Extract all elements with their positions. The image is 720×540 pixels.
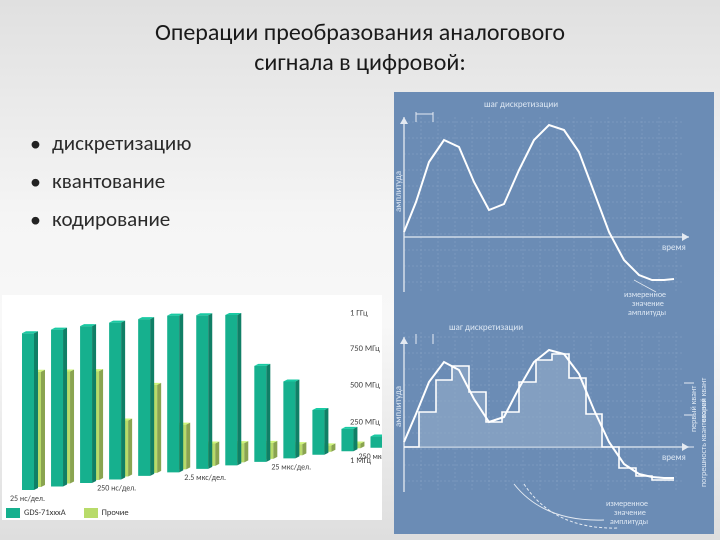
bar-chart-legend: GDS-71xxxA Прочие — [6, 508, 145, 518]
svg-text:амплитуды: амплитуды — [610, 517, 648, 527]
svg-text:1 ГГц: 1 ГГц — [350, 309, 368, 319]
svg-text:погрешность квантования: погрешность квантования — [699, 398, 709, 487]
title-line1: Операции преобразования аналогового — [155, 18, 565, 47]
svg-text:25 мкс/дел.: 25 мкс/дел. — [271, 462, 311, 472]
svg-text:время: время — [662, 452, 686, 463]
svg-text:амплитуда: амплитуда — [394, 386, 404, 427]
legend-other: Прочие — [102, 508, 129, 518]
svg-text:время: время — [662, 242, 686, 253]
bullet-item: кодирование — [30, 206, 191, 232]
svg-text:250 МГц: 250 МГц — [350, 417, 380, 427]
svg-text:750 МГц: 750 МГц — [350, 344, 380, 354]
svg-text:2.5 мкс/дел.: 2.5 мкс/дел. — [184, 473, 226, 483]
bullet-item: дискретизацию — [30, 130, 191, 156]
svg-text:шаг дискретизации: шаг дискретизации — [449, 322, 523, 333]
svg-text:первый квант: первый квант — [689, 385, 699, 432]
svg-text:250 нс/дел.: 250 нс/дел. — [97, 483, 136, 493]
svg-text:25 нс/дел.: 25 нс/дел. — [10, 494, 45, 504]
title-line2: сигнала в цифровой: — [254, 48, 466, 77]
svg-text:амплитуда: амплитуда — [394, 171, 404, 212]
bullet-item: квантование — [30, 168, 191, 194]
signal-diagram: шаг дискретизацииамплитудавремяизмеренно… — [394, 92, 714, 534]
svg-text:амплитуды: амплитуды — [628, 308, 666, 318]
svg-text:250 мкс/дел.: 250 мкс/дел. — [358, 452, 382, 462]
bar-chart-3d: 1 ГГц750 МГц500 МГц250 МГц1 МГц25 нс/дел… — [2, 295, 382, 520]
legend-gds: GDS-71xxxA — [24, 508, 66, 518]
svg-text:500 МГц: 500 МГц — [350, 381, 380, 391]
bullet-list: дискретизацию квантование кодирование — [30, 130, 191, 244]
page-title: Операции преобразования аналогового сигн… — [0, 0, 720, 78]
svg-text:шаг дискретизации: шаг дискретизации — [484, 99, 558, 110]
